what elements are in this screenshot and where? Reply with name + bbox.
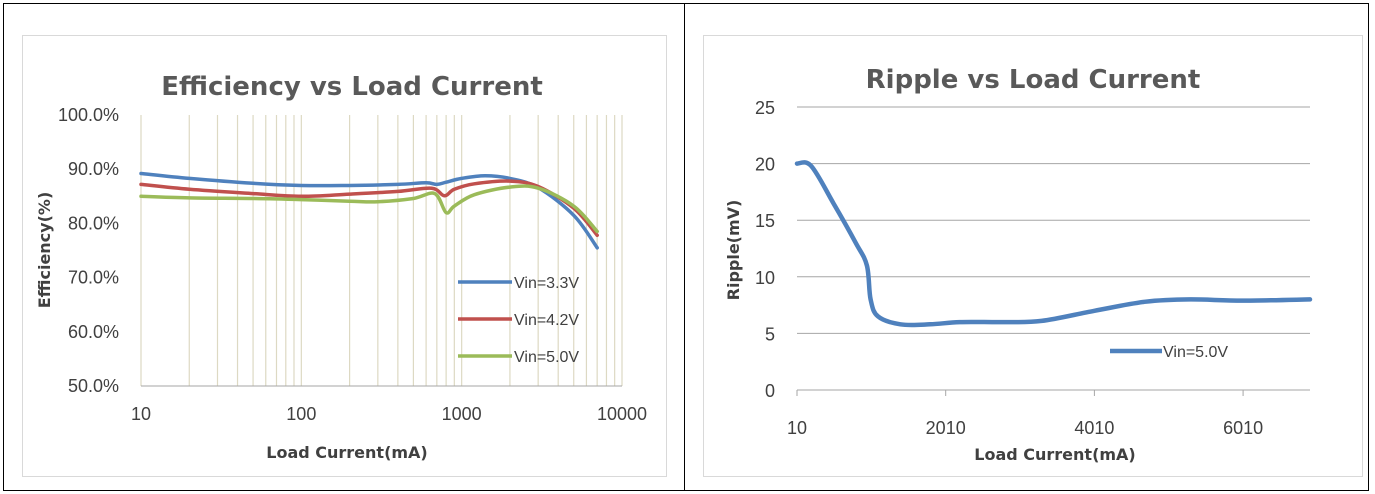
efficiency-legend: Vin=3.3V Vin=4.2V Vin=5.0V bbox=[458, 275, 579, 366]
ripple-ticks: 0 5 10 15 20 25 10 2010 4010 6010 bbox=[755, 98, 1263, 438]
ripple-x-tick-label: 6010 bbox=[1223, 418, 1263, 438]
ripple-grid bbox=[796, 106, 1310, 396]
ripple-y-tick-label: 10 bbox=[755, 268, 775, 288]
ripple-y-tick-label: 0 bbox=[765, 381, 775, 401]
efficiency-legend-label: Vin=3.3V bbox=[514, 275, 579, 292]
ripple-x-tick-label: 2010 bbox=[926, 418, 966, 438]
efficiency-x-tick-label: 10 bbox=[131, 404, 151, 424]
efficiency-legend-label: Vin=5.0V bbox=[514, 349, 579, 366]
ripple-chart-title: Ripple vs Load Current bbox=[866, 65, 1201, 95]
efficiency-chart-frame bbox=[22, 35, 667, 477]
table-cell-divider bbox=[684, 3, 685, 491]
ripple-y-tick-label: 5 bbox=[765, 324, 775, 344]
efficiency-y-tick-label: 80.0% bbox=[68, 213, 119, 233]
efficiency-y-axis-label: Efficiency(%) bbox=[35, 192, 54, 309]
efficiency-series bbox=[139, 171, 599, 250]
ripple-legend: Vin=5.0V bbox=[1110, 344, 1228, 361]
ripple-x-tick-label: 10 bbox=[787, 418, 807, 438]
efficiency-chart-title: Efficiency vs Load Current bbox=[161, 72, 543, 102]
ripple-x-axis-label: Load Current(mA) bbox=[974, 445, 1136, 464]
ripple-series-line bbox=[794, 160, 1313, 328]
ripple-chart-frame bbox=[703, 35, 1363, 477]
ripple-y-tick-label: 20 bbox=[755, 155, 775, 175]
ripple-series bbox=[794, 160, 1313, 328]
efficiency-series-line bbox=[139, 179, 599, 238]
efficiency-ticks: 50.0% 60.0% 70.0% 80.0% 90.0% 100.0% 10 100 1000… bbox=[58, 105, 647, 424]
efficiency-y-tick-label: 50.0% bbox=[68, 376, 119, 396]
efficiency-chart: 50.0% 60.0% 70.0% 80.0% 90.0% 100.0% 10 100 1000… bbox=[35, 72, 647, 462]
efficiency-x-tick-label: 1000 bbox=[442, 404, 482, 424]
page-table-border bbox=[3, 3, 1369, 491]
ripple-chart: 0 5 10 15 20 25 10 2010 4010 6010 Ripple vs Load … bbox=[724, 65, 1313, 464]
efficiency-x-tick-label: 100 bbox=[286, 404, 316, 424]
efficiency-y-tick-label: 60.0% bbox=[68, 322, 119, 342]
efficiency-series-line bbox=[139, 184, 599, 234]
ripple-legend-label: Vin=5.0V bbox=[1163, 344, 1228, 361]
ripple-x-tick-label: 4010 bbox=[1074, 418, 1114, 438]
efficiency-y-tick-label: 90.0% bbox=[68, 159, 119, 179]
efficiency-y-tick-label: 70.0% bbox=[68, 268, 119, 288]
efficiency-grid bbox=[140, 115, 623, 387]
ripple-y-tick-label: 15 bbox=[755, 211, 775, 231]
efficiency-x-axis-label: Load Current(mA) bbox=[266, 443, 428, 462]
ripple-y-axis-label: Ripple(mV) bbox=[724, 200, 743, 301]
efficiency-x-tick-label: 10000 bbox=[597, 404, 647, 424]
efficiency-y-tick-label: 100.0% bbox=[58, 105, 119, 125]
ripple-y-tick-label: 25 bbox=[755, 98, 775, 118]
efficiency-legend-label: Vin=4.2V bbox=[514, 312, 579, 329]
